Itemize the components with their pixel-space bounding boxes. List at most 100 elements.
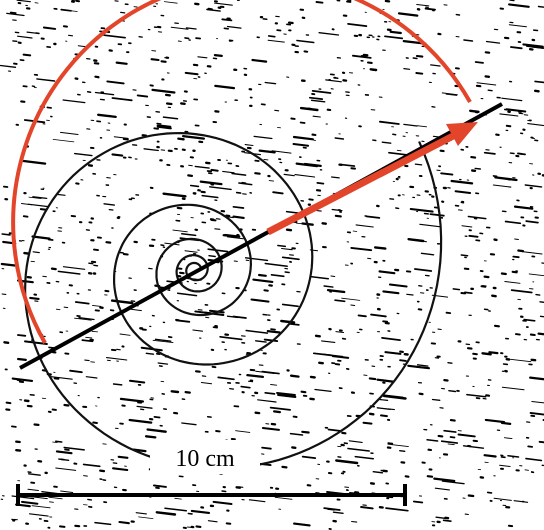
scale-label: 10 cm bbox=[175, 446, 235, 472]
speckle bbox=[375, 247, 385, 248]
speckle bbox=[488, 90, 492, 91]
speckle bbox=[121, 12, 125, 13]
speckle bbox=[241, 387, 250, 388]
speckle bbox=[167, 104, 171, 105]
speckle bbox=[515, 239, 519, 240]
speckle bbox=[191, 186, 199, 187]
speckle bbox=[388, 443, 392, 444]
speckle bbox=[2, 264, 15, 266]
speckle bbox=[461, 255, 467, 256]
speckle bbox=[172, 391, 178, 392]
speckle bbox=[335, 300, 345, 301]
speckle bbox=[50, 502, 54, 503]
speckle bbox=[212, 170, 218, 171]
speckle bbox=[222, 19, 231, 20]
speckle bbox=[268, 331, 280, 332]
speckle bbox=[166, 95, 170, 96]
speckle bbox=[316, 336, 320, 337]
speckle bbox=[381, 415, 387, 416]
speckle bbox=[359, 315, 366, 316]
speckle bbox=[146, 353, 153, 354]
speckle bbox=[24, 253, 28, 254]
speckle bbox=[65, 450, 69, 451]
speckle bbox=[88, 499, 92, 500]
speckle bbox=[469, 236, 477, 237]
speckle bbox=[283, 467, 287, 468]
speckle bbox=[416, 73, 422, 74]
speckle bbox=[157, 123, 161, 124]
speckle bbox=[271, 329, 275, 330]
page: 10 cm (() => { const data = JSON.parse(d… bbox=[0, 0, 544, 530]
speckle bbox=[18, 359, 26, 360]
speckle bbox=[100, 471, 104, 472]
speckle bbox=[84, 476, 88, 477]
speckle bbox=[209, 256, 215, 257]
speckle bbox=[449, 391, 456, 392]
speckle bbox=[185, 38, 189, 39]
speckle bbox=[483, 353, 491, 354]
speckle bbox=[353, 231, 357, 232]
speckle bbox=[448, 363, 452, 364]
speckle bbox=[234, 217, 244, 218]
speckle bbox=[317, 2, 323, 3]
speckle bbox=[476, 62, 483, 63]
speckle bbox=[502, 274, 506, 275]
speckle bbox=[12, 426, 16, 427]
speckle bbox=[275, 110, 279, 111]
speckle bbox=[233, 207, 243, 208]
speckle bbox=[528, 446, 532, 447]
speckle bbox=[417, 56, 422, 57]
speckle bbox=[291, 376, 298, 377]
speckle bbox=[485, 455, 496, 456]
speckle bbox=[439, 436, 443, 437]
speckle bbox=[364, 423, 372, 424]
speckle bbox=[186, 73, 198, 74]
speckle bbox=[492, 296, 496, 297]
speckle bbox=[507, 126, 511, 127]
speckle bbox=[331, 276, 335, 277]
speckle bbox=[336, 216, 341, 217]
speckle bbox=[117, 349, 121, 350]
speckle bbox=[264, 159, 268, 160]
speckle bbox=[370, 378, 375, 379]
speckle bbox=[52, 269, 56, 270]
speckle bbox=[222, 491, 226, 492]
speckle bbox=[351, 305, 355, 306]
speckle bbox=[119, 457, 128, 458]
speckle bbox=[525, 470, 529, 471]
speckle bbox=[65, 405, 69, 406]
speckle bbox=[113, 154, 123, 155]
speckle bbox=[404, 69, 410, 70]
speckle bbox=[309, 199, 313, 200]
speckle bbox=[60, 526, 65, 527]
speckle bbox=[30, 298, 38, 299]
speckle bbox=[485, 277, 489, 278]
speckle bbox=[428, 476, 432, 477]
speckle bbox=[265, 393, 274, 394]
speckle bbox=[502, 423, 510, 424]
speckle bbox=[510, 0, 514, 1]
speckle bbox=[162, 61, 166, 62]
track-image: 10 cm bbox=[0, 0, 544, 530]
speckle bbox=[489, 352, 497, 353]
speckle bbox=[188, 175, 192, 176]
speckle bbox=[255, 173, 259, 174]
speckle bbox=[464, 40, 472, 41]
speckle bbox=[317, 183, 323, 184]
speckle bbox=[287, 230, 291, 231]
speckle bbox=[482, 286, 486, 287]
speckle bbox=[262, 448, 271, 449]
speckle bbox=[259, 275, 266, 276]
speckle bbox=[154, 417, 159, 418]
speckle bbox=[237, 193, 241, 194]
speckle bbox=[465, 292, 472, 293]
speckle bbox=[154, 128, 158, 129]
speckle bbox=[335, 138, 343, 139]
speckle bbox=[302, 392, 306, 393]
speckle bbox=[451, 437, 455, 438]
speckle bbox=[69, 35, 73, 36]
speckle bbox=[224, 28, 228, 29]
speckle bbox=[352, 522, 357, 523]
speckle bbox=[197, 526, 201, 527]
speckle bbox=[414, 502, 423, 503]
